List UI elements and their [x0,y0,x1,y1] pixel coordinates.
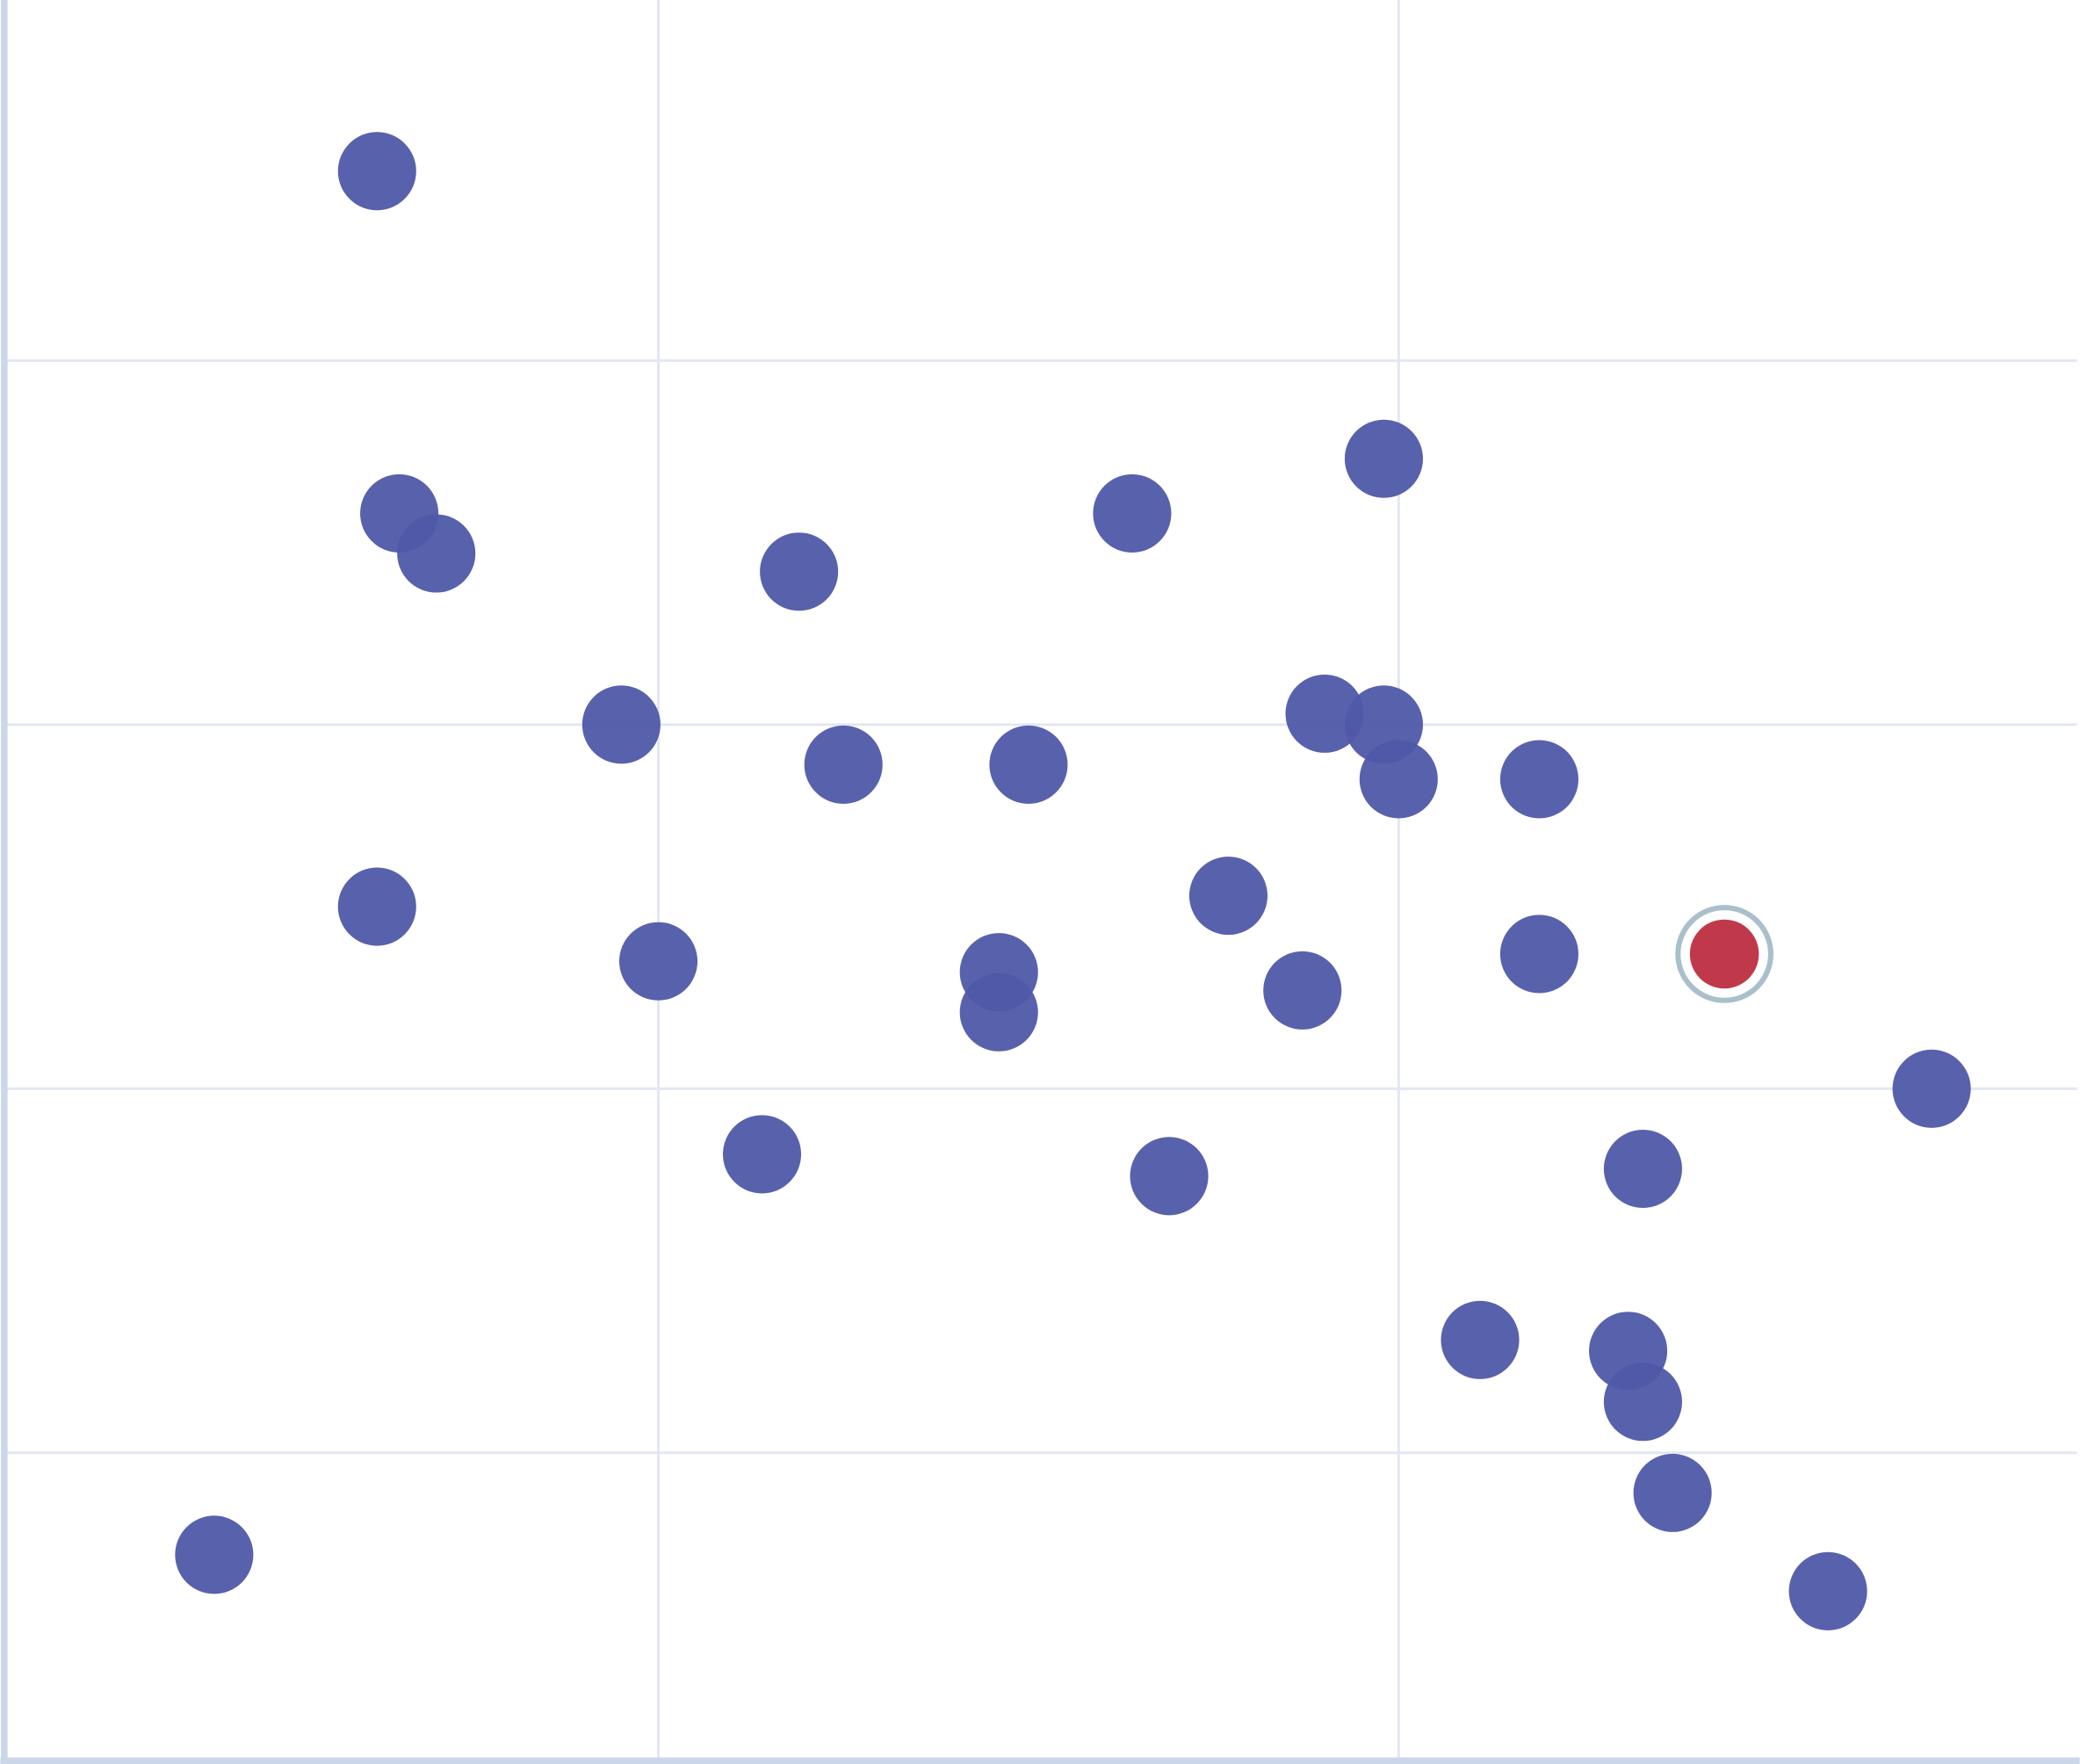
data-point [1359,740,1438,819]
data-point [1499,915,1578,994]
highlighted-data-point [1689,919,1759,989]
data-point [397,514,476,593]
data-point [760,532,839,611]
data-point [804,725,883,804]
data-point [337,867,416,946]
data-point [337,132,416,211]
data-point [1603,1129,1682,1209]
data-point [618,922,698,1001]
data-point [1441,1300,1520,1379]
data-point [959,972,1038,1052]
data-point [1093,474,1172,553]
data-point [1344,419,1423,498]
data-point [1788,1551,1867,1630]
data-point [1499,740,1578,819]
data-point [1188,857,1268,936]
data-point [1130,1137,1209,1216]
data-point [1285,674,1364,753]
data-point [989,725,1068,804]
data-point [581,685,661,764]
data-point [1603,1363,1682,1442]
data-point [1263,951,1342,1030]
data-point [722,1115,802,1194]
data-points [175,132,1971,1630]
data-point [175,1515,254,1594]
gridlines [6,0,2077,1759]
data-point [1633,1453,1712,1532]
data-point [1892,1049,1971,1128]
